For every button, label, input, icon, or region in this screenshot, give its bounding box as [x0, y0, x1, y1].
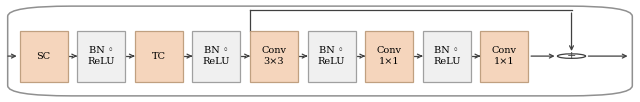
FancyBboxPatch shape: [250, 31, 298, 82]
Text: +: +: [567, 51, 576, 61]
FancyBboxPatch shape: [308, 31, 356, 82]
Text: Conv
1×1: Conv 1×1: [492, 46, 517, 66]
FancyBboxPatch shape: [193, 31, 241, 82]
FancyBboxPatch shape: [481, 31, 529, 82]
Text: BN ◦
ReLU: BN ◦ ReLU: [203, 46, 230, 66]
Text: Conv
3×3: Conv 3×3: [261, 46, 287, 66]
Circle shape: [557, 54, 586, 58]
Text: BN ◦
ReLU: BN ◦ ReLU: [433, 46, 460, 66]
Text: Conv
1×1: Conv 1×1: [376, 46, 402, 66]
FancyBboxPatch shape: [365, 31, 413, 82]
FancyBboxPatch shape: [77, 31, 125, 82]
Text: TC: TC: [152, 52, 166, 61]
FancyBboxPatch shape: [422, 31, 471, 82]
FancyBboxPatch shape: [20, 31, 68, 82]
Text: BN ◦
ReLU: BN ◦ ReLU: [318, 46, 345, 66]
Text: SC: SC: [36, 52, 51, 61]
FancyBboxPatch shape: [135, 31, 183, 82]
FancyBboxPatch shape: [8, 6, 632, 96]
Text: BN ◦
ReLU: BN ◦ ReLU: [88, 46, 115, 66]
